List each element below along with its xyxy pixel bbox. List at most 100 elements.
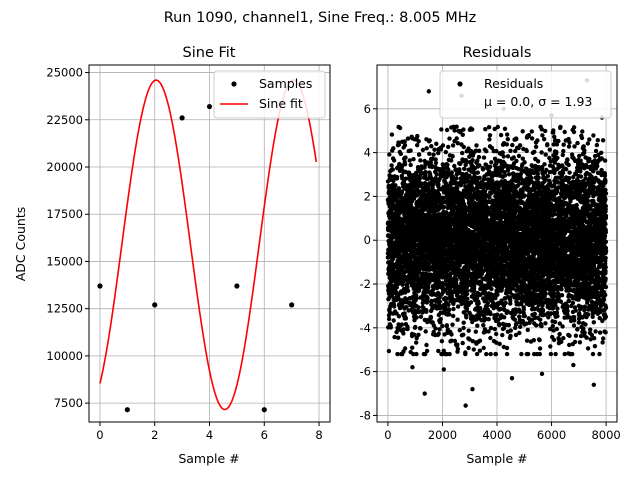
residual-point [416,305,421,310]
legend-marker-samples [231,81,237,87]
residual-point [388,325,393,330]
residual-point [416,332,421,337]
residual-point [474,351,480,357]
residual-point [478,306,483,311]
residual-point [483,127,488,132]
residuals-xtick-label: 2000 [428,428,457,442]
residuals-title: Residuals [463,45,532,61]
residual-point [386,348,392,354]
residual-point [497,341,502,347]
residual-point [446,144,451,150]
residual-point [430,164,435,170]
residual-point [418,314,424,319]
sine-fit-xtick-label: 6 [261,428,268,442]
residual-point [418,326,423,331]
residual-point [444,323,450,328]
residuals-xtick-label: 4000 [482,428,511,442]
residual-point [495,124,500,130]
residual-point [481,345,486,351]
residual-point [462,166,467,171]
residual-point [517,330,522,336]
residual-point [502,173,508,178]
residual-point [463,351,468,357]
residual-point [436,331,441,336]
sample-point [234,283,240,289]
residual-point [488,325,494,331]
residual-point [465,296,470,301]
residual-point [392,304,397,309]
residual-point [447,307,452,313]
residual-point [444,127,450,133]
residual-point [450,154,455,159]
residual-point [441,164,446,169]
residual-point [494,331,499,337]
residual-point [429,144,434,149]
residual-point [489,160,494,165]
residuals-ytick-label: -4 [360,321,371,335]
residual-point [460,150,465,156]
residual-point [403,155,408,160]
residual-point [504,142,510,147]
residual-point [397,125,403,131]
residual-point [405,136,411,141]
sample-point [261,407,267,413]
sine-fit-ylabel: ADC Counts [13,207,28,282]
residual-point [510,142,515,148]
residual-point [447,312,452,317]
sine-fit-xtick-label: 4 [206,428,213,442]
residual-point [451,313,456,319]
residual-point [446,302,451,307]
residual-point [402,346,408,351]
residual-point [514,158,519,164]
residual-point [477,163,482,168]
residual-point [484,149,489,154]
residual-point [505,137,510,142]
residual-point [431,152,436,157]
residual-point [508,148,513,153]
residual-point [498,132,504,138]
residual-point [487,164,493,169]
residual-point [461,325,466,331]
sine-fit-frame [88,64,331,423]
residual-point [482,289,488,295]
residual-point [477,175,482,180]
residual-point [454,277,459,283]
residual-point [395,351,400,357]
residual-point [508,298,513,303]
residuals-ytick-label: -6 [360,365,371,379]
sine-fit-ytick-label: 7500 [54,396,83,410]
residual-point [433,176,438,181]
residual-point [454,124,459,129]
residual-point [461,127,466,132]
residual-point [441,195,446,201]
sine-fit-xtick-label: 8 [315,428,322,442]
residual-point [407,295,413,301]
residual-point [396,295,401,300]
residual-point [486,317,491,322]
sine-fit-axes: Sine Fit Sample # ADC Counts 0 2 4 6 8750010… [13,45,331,466]
residual-point [433,160,439,166]
residual-point [394,174,400,180]
residual-point [473,329,478,334]
residuals-ytick-label: -8 [360,408,371,422]
residual-point [414,335,419,341]
residual-point [487,133,493,138]
residual-point [455,317,460,322]
residual-point [466,328,471,333]
residual-point [415,143,420,148]
residual-point [424,308,429,313]
residual-point [495,292,500,297]
residual-point [437,327,442,332]
residual-point [414,351,419,357]
residual-point [391,158,397,163]
residuals-ytick-label: 0 [364,233,371,247]
residual-point [519,351,524,357]
residual-point [495,312,500,317]
residual-point [508,333,513,339]
sine-fit-ytick-label: 25000 [46,66,83,80]
residual-point [396,335,401,340]
residual-point [457,328,462,333]
sine-fit-line [99,79,318,411]
residual-point [403,316,409,321]
residual-point [461,320,466,325]
